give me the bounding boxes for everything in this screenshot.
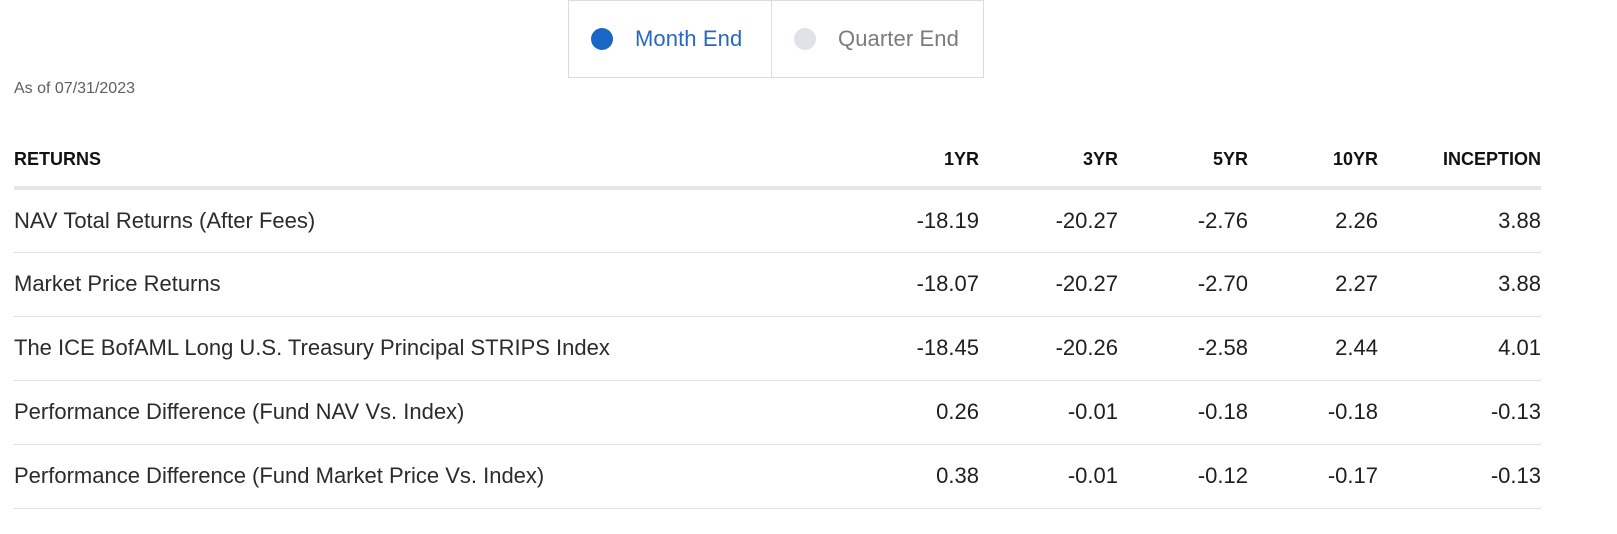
quarter-end-option[interactable]: Quarter End (772, 1, 985, 77)
cell-5yr: -0.12 (1118, 444, 1248, 509)
cell-1yr: -18.45 (841, 316, 979, 381)
cell-inception: -0.13 (1378, 380, 1541, 445)
table-row: Market Price Returns -18.07 -20.27 -2.70… (14, 252, 1541, 317)
quarter-end-label: Quarter End (838, 26, 959, 51)
row-label: NAV Total Returns (After Fees) (14, 188, 841, 253)
cell-3yr: -20.26 (979, 316, 1118, 381)
table-row: The ICE BofAML Long U.S. Treasury Princi… (14, 316, 1541, 381)
header-1yr: 1YR (841, 132, 979, 190)
header-3yr: 3YR (979, 132, 1118, 190)
header-5yr: 5YR (1118, 132, 1248, 190)
table-header-row: RETURNS 1YR 3YR 5YR 10YR INCEPTION (14, 132, 1541, 190)
row-label: Performance Difference (Fund NAV Vs. Ind… (14, 380, 841, 445)
cell-inception: 3.88 (1378, 252, 1541, 317)
header-inception: INCEPTION (1378, 132, 1541, 190)
cell-5yr: -2.76 (1118, 188, 1248, 253)
cell-5yr: -2.70 (1118, 252, 1248, 317)
cell-10yr: 2.27 (1248, 252, 1378, 317)
period-toggle: Month End Quarter End (568, 0, 984, 78)
table-row: NAV Total Returns (After Fees) -18.19 -2… (14, 188, 1541, 253)
cell-1yr: -18.07 (841, 252, 979, 317)
as-of-date: As of 07/31/2023 (14, 80, 135, 97)
cell-3yr: -0.01 (979, 444, 1118, 509)
month-end-option[interactable]: Month End (569, 1, 772, 77)
cell-10yr: 2.26 (1248, 188, 1378, 253)
cell-3yr: -20.27 (979, 252, 1118, 317)
month-end-radio-icon[interactable] (591, 28, 613, 50)
cell-10yr: 2.44 (1248, 316, 1378, 381)
row-label: Market Price Returns (14, 252, 841, 317)
returns-table: RETURNS 1YR 3YR 5YR 10YR INCEPTION NAV T… (14, 132, 1541, 509)
cell-inception: 3.88 (1378, 188, 1541, 253)
cell-1yr: 0.26 (841, 380, 979, 445)
table-row: Performance Difference (Fund Market Pric… (14, 444, 1541, 509)
cell-5yr: -2.58 (1118, 316, 1248, 381)
cell-10yr: -0.18 (1248, 380, 1378, 445)
cell-3yr: -20.27 (979, 188, 1118, 253)
row-label: Performance Difference (Fund Market Pric… (14, 444, 841, 509)
cell-10yr: -0.17 (1248, 444, 1378, 509)
table-row: Performance Difference (Fund NAV Vs. Ind… (14, 380, 1541, 445)
cell-inception: -0.13 (1378, 444, 1541, 509)
cell-inception: 4.01 (1378, 316, 1541, 381)
cell-5yr: -0.18 (1118, 380, 1248, 445)
quarter-end-radio-icon[interactable] (794, 28, 816, 50)
cell-1yr: 0.38 (841, 444, 979, 509)
header-returns: RETURNS (14, 132, 841, 190)
header-10yr: 10YR (1248, 132, 1378, 190)
cell-3yr: -0.01 (979, 380, 1118, 445)
cell-1yr: -18.19 (841, 188, 979, 253)
month-end-label: Month End (635, 26, 743, 51)
row-label: The ICE BofAML Long U.S. Treasury Princi… (14, 316, 841, 381)
